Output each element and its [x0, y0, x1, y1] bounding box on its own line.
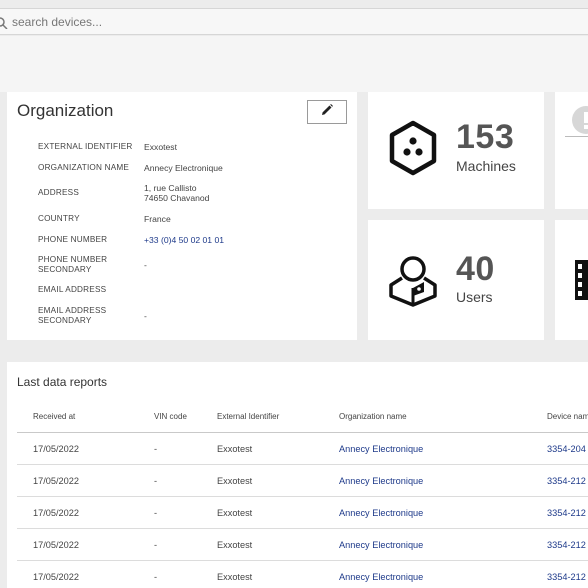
- table-row[interactable]: 17/05/2022 - Exxotest Annecy Electroniqu…: [17, 561, 588, 588]
- search-bar[interactable]: [0, 8, 588, 35]
- field-row: EMAIL ADDRESS: [38, 280, 338, 300]
- field-row: EXTERNAL IDENTIFIER Exxotest: [38, 136, 338, 157]
- field-value: Exxotest: [144, 141, 177, 152]
- device-name-link[interactable]: 3354-212: [547, 507, 586, 518]
- edit-button[interactable]: [307, 100, 347, 124]
- table-header: Received at VIN code External Identifier…: [17, 400, 588, 433]
- received-at-cell: 17/05/2022: [33, 507, 79, 518]
- device-icon: [575, 260, 588, 305]
- hexagon-dots-icon: [388, 120, 438, 181]
- machines-label: Machines: [456, 158, 516, 174]
- field-label: EMAIL ADDRESS: [38, 285, 107, 294]
- phone-link[interactable]: +33 (0)4 50 02 01 01: [144, 234, 225, 245]
- vin-code-cell: -: [154, 475, 158, 486]
- device-name-link[interactable]: 3354-212: [547, 475, 586, 486]
- external-identifier-cell: Exxotest: [217, 539, 253, 550]
- field-row: PHONE NUMBER SECONDARY -: [38, 250, 338, 280]
- field-value: 1, rue Callisto 74650 Chavanod: [144, 183, 210, 203]
- table-row[interactable]: 17/05/2022 - Exxotest Annecy Electroniqu…: [17, 465, 588, 497]
- field-row: COUNTRY France: [38, 208, 338, 229]
- table-row[interactable]: 17/05/2022 - Exxotest Annecy Electroniqu…: [17, 497, 588, 529]
- field-value: Annecy Electronique: [144, 162, 223, 173]
- column-header[interactable]: VIN code: [154, 411, 187, 421]
- organization-name-link[interactable]: Annecy Electronique: [339, 443, 424, 454]
- device-name-link[interactable]: 3354-212: [547, 539, 586, 550]
- page-title: Organization: [17, 101, 114, 120]
- organization-name-link[interactable]: Annecy Electronique: [339, 475, 424, 486]
- field-value: France: [144, 213, 171, 224]
- machines-count: 153: [456, 118, 515, 156]
- field-value: -: [144, 310, 147, 321]
- organization-name-link[interactable]: Annecy Electronique: [339, 507, 424, 518]
- search-icon: [0, 15, 8, 29]
- column-header[interactable]: Organization name: [339, 411, 407, 421]
- organization-card: Organization EXTERNAL IDENTIFIER Exxotes…: [7, 92, 357, 340]
- field-label: PHONE NUMBER SECONDARY: [38, 255, 108, 274]
- field-row: EMAIL ADDRESS SECONDARY -: [38, 300, 338, 331]
- machines-stat-card[interactable]: 153 Machines: [368, 92, 544, 209]
- field-label: ADDRESS: [38, 188, 79, 197]
- received-at-cell: 17/05/2022: [33, 571, 79, 582]
- device-name-link[interactable]: 3354-212: [547, 571, 586, 582]
- user-hex-icon: [388, 252, 438, 313]
- field-row: ADDRESS 1, rue Callisto 74650 Chavanod: [38, 178, 338, 208]
- external-identifier-cell: Exxotest: [217, 475, 253, 486]
- field-value: -: [144, 260, 147, 270]
- section-title: Last data reports: [17, 375, 108, 389]
- users-stat-card[interactable]: 40 Users: [368, 220, 544, 340]
- vin-code-cell: -: [154, 443, 158, 454]
- field-label: EMAIL ADDRESS SECONDARY: [38, 305, 107, 325]
- divider: [565, 136, 588, 137]
- last-data-reports-card: Last data reports Received at VIN code E…: [7, 362, 588, 588]
- alert-stat-card[interactable]: [555, 92, 588, 209]
- external-identifier-cell: Exxotest: [217, 507, 253, 518]
- field-label: ORGANIZATION NAME: [38, 162, 130, 172]
- received-at-cell: 17/05/2022: [33, 539, 79, 550]
- received-at-cell: 17/05/2022: [33, 475, 79, 486]
- received-at-cell: 17/05/2022: [33, 443, 79, 454]
- column-header[interactable]: Device nam: [547, 411, 588, 421]
- field-label: COUNTRY: [38, 213, 80, 223]
- organization-name-link[interactable]: Annecy Electronique: [339, 571, 424, 582]
- header-band: [0, 36, 588, 92]
- table-row[interactable]: 17/05/2022 - Exxotest Annecy Electroniqu…: [17, 529, 588, 561]
- pencil-icon: [320, 103, 334, 122]
- search-input[interactable]: [12, 14, 512, 29]
- users-label: Users: [456, 289, 493, 305]
- column-header[interactable]: External Identifier: [217, 411, 280, 421]
- device-name-link[interactable]: 3354-204: [547, 443, 586, 454]
- vin-code-cell: -: [154, 571, 158, 582]
- warning-icon: [570, 106, 588, 141]
- external-identifier-cell: Exxotest: [217, 443, 253, 454]
- vin-code-cell: -: [154, 539, 158, 550]
- users-count: 40: [456, 250, 495, 288]
- organization-name-link[interactable]: Annecy Electronique: [339, 539, 424, 550]
- field-row: ORGANIZATION NAME Annecy Electronique: [38, 157, 338, 178]
- reports-table: Received at VIN code External Identifier…: [17, 400, 588, 588]
- organization-fields: EXTERNAL IDENTIFIER Exxotest ORGANIZATIO…: [38, 136, 338, 331]
- external-identifier-cell: Exxotest: [217, 571, 253, 582]
- devices-stat-card[interactable]: [555, 220, 588, 340]
- vin-code-cell: -: [154, 507, 158, 518]
- table-row[interactable]: 17/05/2022 - Exxotest Annecy Electroniqu…: [17, 433, 588, 465]
- field-label: PHONE NUMBER: [38, 234, 108, 244]
- field-label: EXTERNAL IDENTIFIER: [38, 141, 133, 151]
- field-row: PHONE NUMBER +33 (0)4 50 02 01 01: [38, 229, 338, 250]
- column-header[interactable]: Received at: [33, 411, 76, 421]
